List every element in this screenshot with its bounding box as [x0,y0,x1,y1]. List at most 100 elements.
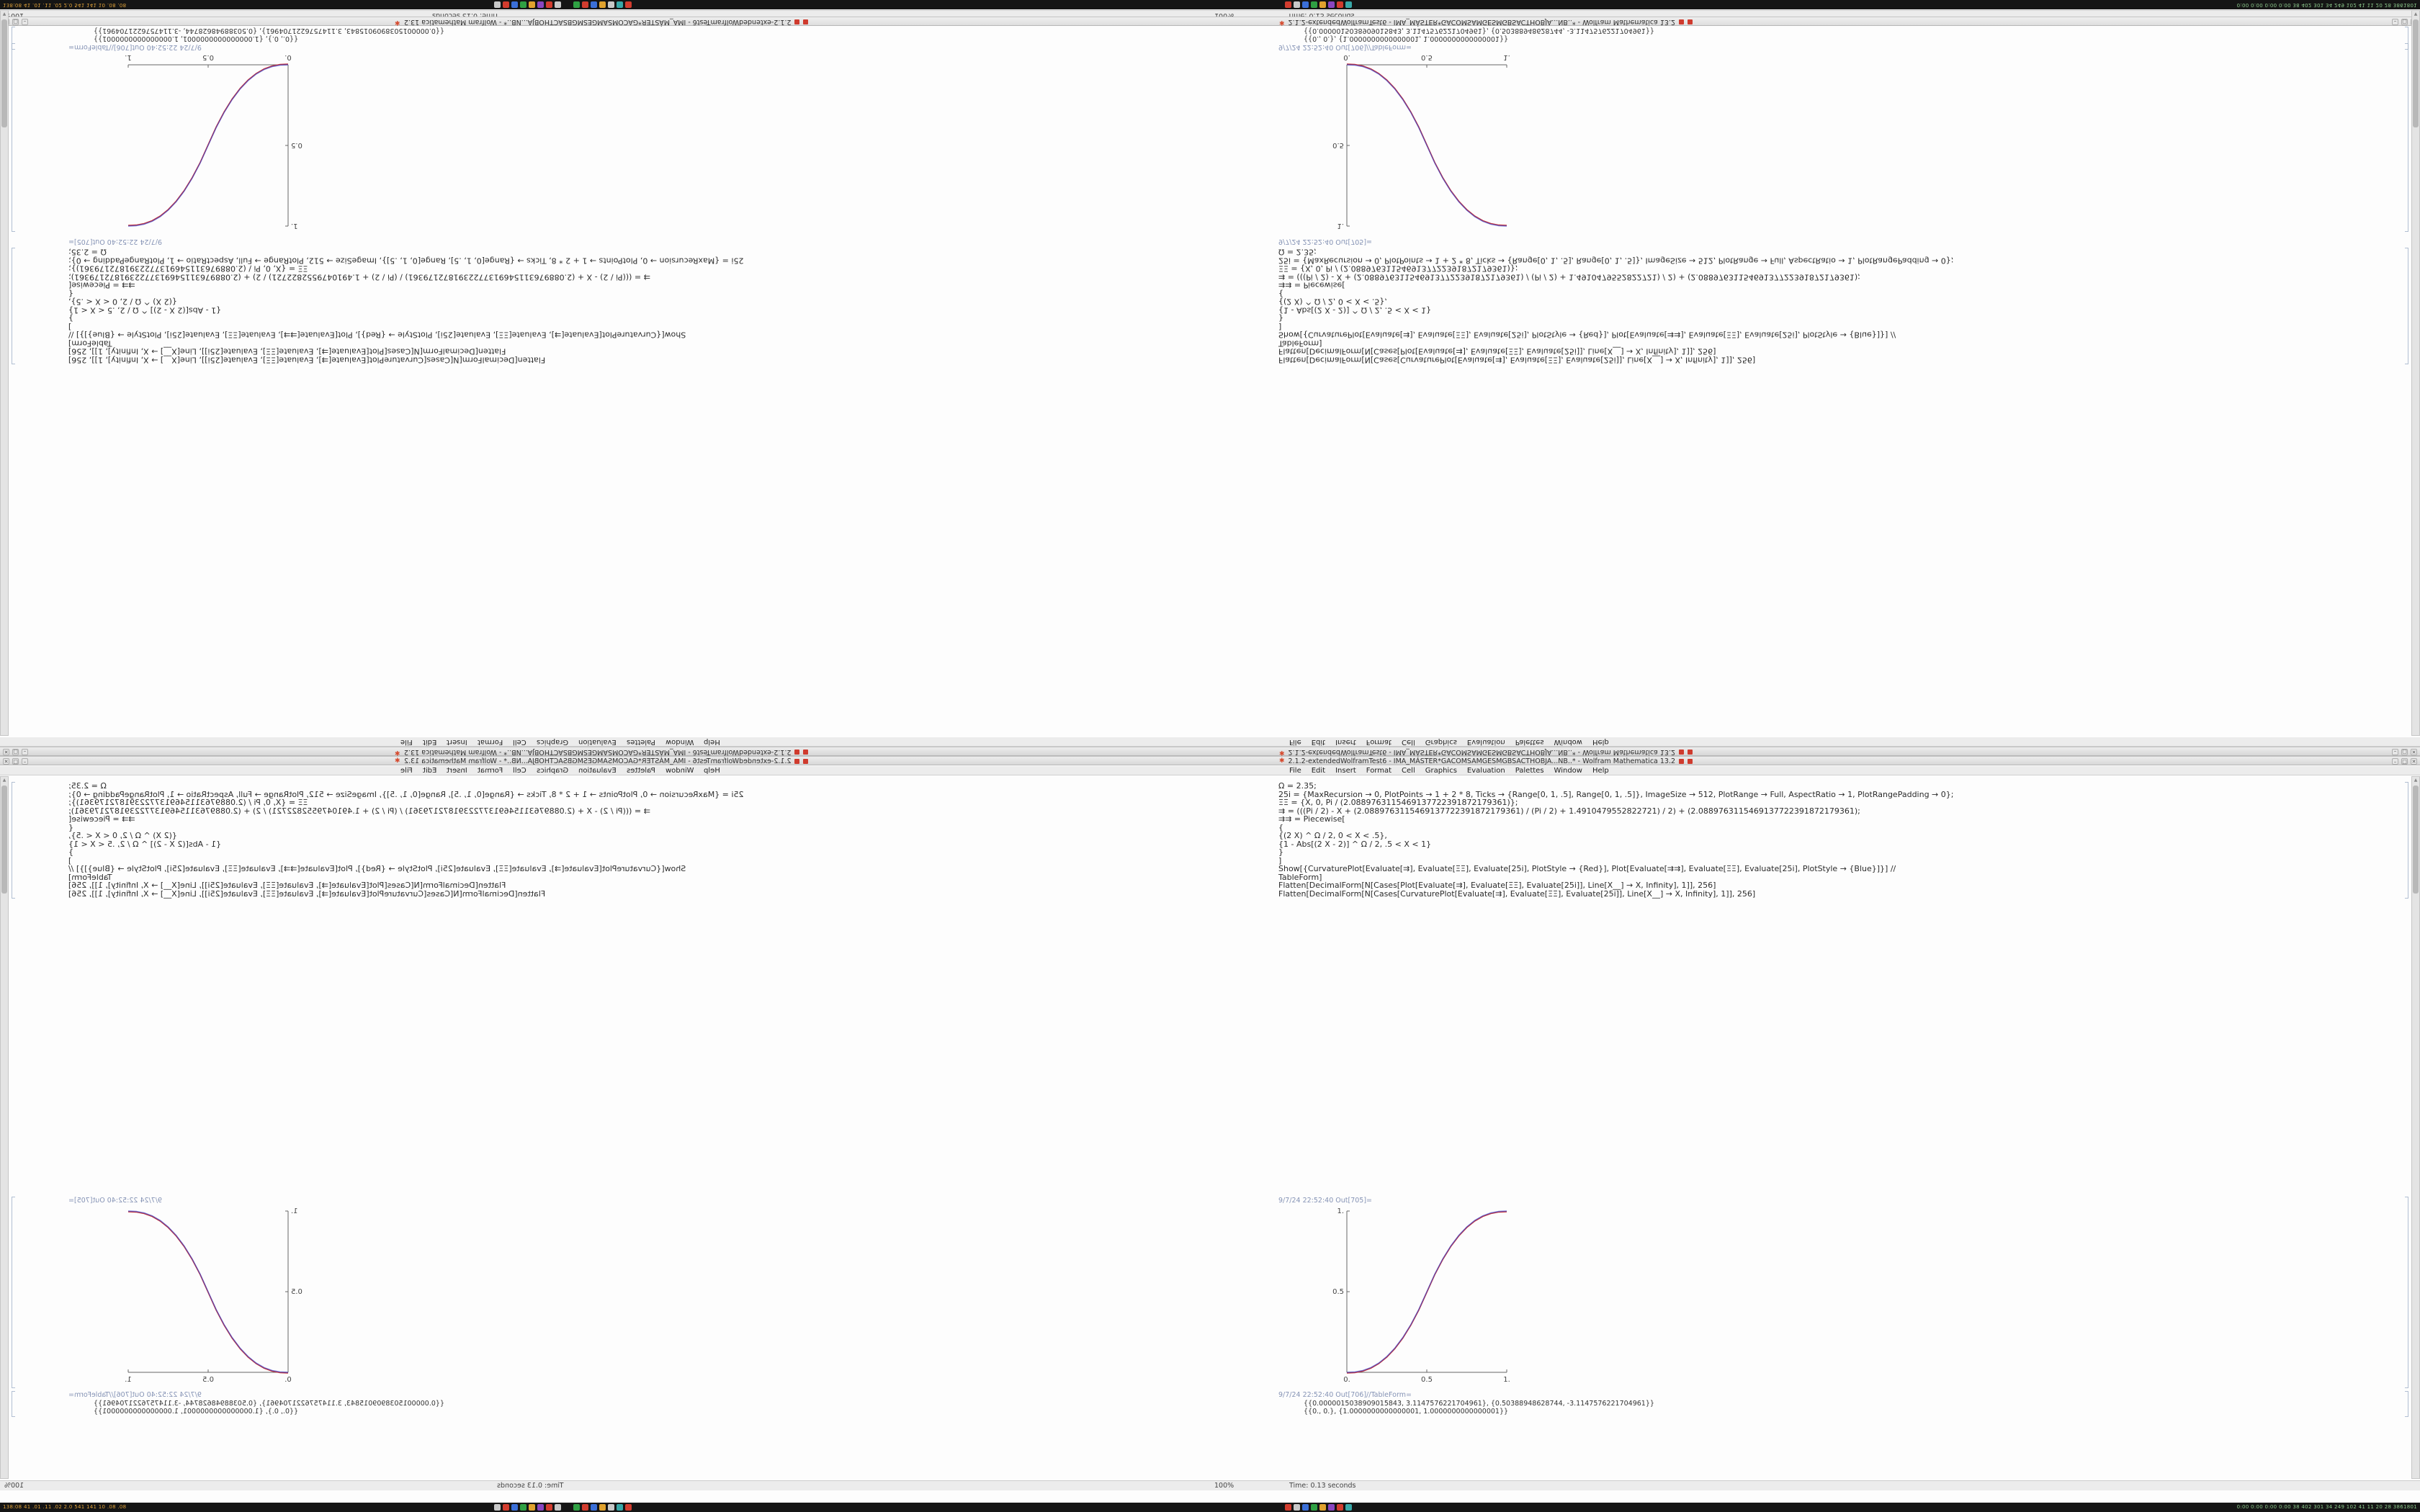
taskbar-app-icon[interactable] [591,1504,597,1511]
cell-bracket[interactable] [2405,43,2408,232]
window-titlebar[interactable]: –□✕ ✱2.1.2-extendedWolframTest6 - IMA_MÁ… [1210,747,2420,756]
minimize-icon[interactable]: – [22,19,28,25]
taskbar-app-icon[interactable] [582,1,588,8]
cell-bracket[interactable] [2405,1391,2408,1417]
code-line[interactable]: ⇉⇉ = Piecewise[ [68,280,135,290]
code-line[interactable]: Ω = 2.35; [68,247,107,257]
code-line[interactable]: Flatten[DecimalForm[N[Cases[Plot[Evaluat… [68,346,506,356]
menu-help[interactable]: Help [703,738,720,746]
taskbar-app-icon[interactable] [1337,1504,1343,1511]
code-line[interactable]: Flatten[DecimalForm[N[Cases[CurvaturePlo… [1278,888,1756,899]
menu-window[interactable]: Window [665,738,694,746]
notebook-tab-icon[interactable] [1688,750,1693,755]
taskbar-app-icon[interactable] [625,1,632,8]
taskbar-app-icon[interactable] [546,1,552,8]
taskbar-app-icon[interactable] [529,1,535,8]
window-titlebar[interactable]: ✕□– ✱2.1.2-extendedWolframTest6 - IMA_MÁ… [0,747,1210,756]
taskbar-app-icon[interactable] [520,1,526,8]
code-line[interactable]: ⇉ = (((Pi / 2) - X + (2.0889763115469137… [68,272,650,282]
taskbar-app-icon[interactable] [1302,1504,1309,1511]
vertical-scrollbar[interactable]: ▲ [0,776,9,1479]
menu-insert[interactable]: Insert [1335,767,1356,775]
code-line[interactable]: } [1278,847,1283,857]
taskbar-app-icon[interactable] [537,1504,544,1511]
taskbar-app-icon[interactable] [1311,1,1317,8]
code-line[interactable]: TableForm] [68,338,112,348]
taskbar-app-icon[interactable] [591,1,597,8]
menu-cell[interactable]: Cell [1402,767,1415,775]
taskbar-app-icon[interactable] [582,1504,588,1511]
taskbar-app-icon[interactable] [1328,1504,1335,1511]
taskbar-app-icon[interactable] [1345,1504,1352,1511]
taskbar-app-icon[interactable] [1337,1,1343,8]
menu-edit[interactable]: Edit [422,767,437,775]
notebook-tab-icon[interactable] [1679,750,1685,755]
scroll-up-icon[interactable]: ▲ [2,12,6,17]
zoom-level[interactable]: 100% [1214,1482,1234,1490]
menu-format[interactable]: Format [477,767,503,775]
cell-bracket[interactable] [2405,248,2408,364]
code-line[interactable]: ] [1278,855,1282,865]
taskbar-app-icon[interactable] [617,1504,623,1511]
code-line[interactable]: Ω = 2.35; [1278,781,1317,791]
menu-palettes[interactable]: Palettes [1515,767,1544,775]
notebook-tab-icon[interactable] [1679,759,1685,764]
vertical-scrollbar[interactable]: ▲ [2411,776,2420,1479]
maximize-icon[interactable]: □ [12,758,19,765]
taskbar-app-icon[interactable] [537,1,544,8]
menu-window[interactable]: Window [1554,767,1582,775]
menu-insert[interactable]: Insert [1335,738,1356,746]
minimize-icon[interactable]: – [2392,758,2398,765]
taskbar-app-icon[interactable] [608,1504,614,1511]
taskbar-app-icon[interactable] [1285,1,1291,8]
code-line[interactable]: Ω = 2.35; [1278,247,1317,257]
menu-help[interactable]: Help [1592,738,1609,746]
zoom-level[interactable]: 100% [4,1482,24,1490]
menu-file[interactable]: File [400,767,413,775]
maximize-icon[interactable]: □ [2401,19,2408,25]
menu-format[interactable]: Format [477,738,503,746]
notebook-tab-icon[interactable] [803,19,809,24]
notebook-tab-icon[interactable] [1688,759,1693,764]
code-line[interactable]: ⇉ = (((Pi / 2) - X + (2.0889763115469137… [1278,272,1860,282]
cell-bracket[interactable] [2405,782,2408,899]
cell-bracket[interactable] [12,27,15,50]
scrollbar-thumb[interactable] [2413,19,2419,127]
code-line[interactable]: 25i = {MaxRecursion → 0, PlotPoints → 1 … [68,256,744,265]
taskbar-app-icon[interactable] [608,1,614,8]
taskbar-app-icon[interactable] [1294,1504,1300,1511]
menu-graphics[interactable]: Graphics [1425,767,1457,775]
taskbar-app-icon[interactable] [1285,1504,1291,1511]
code-line[interactable]: Flatten[DecimalForm[N[Cases[CurvaturePlo… [68,888,546,899]
minimize-icon[interactable]: – [2392,749,2398,755]
code-line[interactable]: TableForm] [1278,338,1322,348]
scroll-up-icon[interactable]: ▲ [2,778,6,783]
taskbar-app-icon[interactable] [1302,1,1309,8]
notebook-tab-icon[interactable] [794,750,800,755]
code-line[interactable]: 25i = {MaxRecursion → 0, PlotPoints → 1 … [1278,256,1954,265]
taskbar-app-icon[interactable] [1328,1,1335,8]
notebook-tab-icon[interactable] [1679,19,1685,24]
window-titlebar[interactable]: ✕□– ✱2.1.2-extendedWolframTest6 - IMA_MÁ… [0,17,1210,26]
menu-evaluation[interactable]: Evaluation [1466,738,1505,746]
cell-bracket[interactable] [12,43,15,232]
code-line[interactable]: {1 - Abs[(2 X - 2)] ^ Ω / 2, .5 < X < 1} [1278,305,1432,315]
code-line[interactable]: ] [1278,322,1282,331]
taskbar-app-icon[interactable] [546,1504,552,1511]
code-line[interactable]: { [68,289,73,298]
close-icon[interactable]: ✕ [2411,749,2417,755]
minimize-icon[interactable]: – [22,758,28,765]
close-icon[interactable]: ✕ [2411,758,2417,765]
taskbar-app-icon[interactable] [511,1,518,8]
code-line[interactable]: ⇉ = (((Pi / 2) - X + (2.0889763115469137… [68,806,650,816]
code-line[interactable]: { [1278,289,1283,298]
window-titlebar[interactable]: ✕□– ✱2.1.2-extendedWolframTest6 - IMA_MÁ… [0,756,1210,765]
code-line[interactable]: {(2 X) ^ Ω / 2, 0 < X < .5}, [1278,297,1387,307]
menu-graphics[interactable]: Graphics [536,738,568,746]
menu-cell[interactable]: Cell [513,738,526,746]
input-code-cell[interactable]: Ω = 2.35; 25i = {MaxRecursion → 0, PlotP… [68,247,744,365]
minimize-icon[interactable]: – [22,749,28,755]
code-line[interactable]: ΞΞ = {X, 0, Pi / (2.08897631154691377223… [68,264,308,274]
taskbar-app-icon[interactable] [503,1504,509,1511]
taskbar-app-icon[interactable] [555,1504,561,1511]
